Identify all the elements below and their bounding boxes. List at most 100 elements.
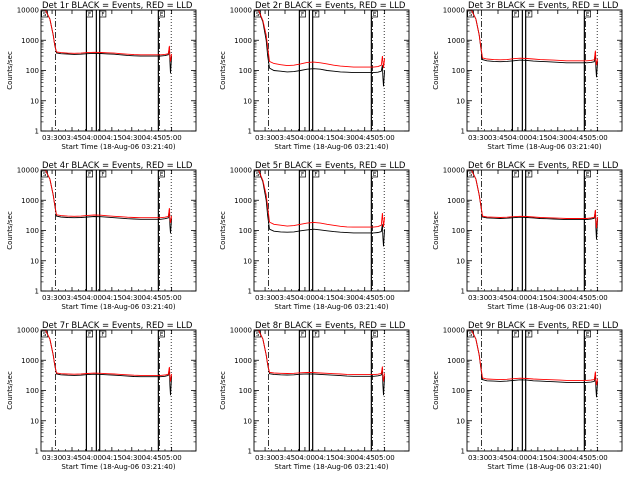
x-tick-label: 03:45 [275, 454, 295, 462]
y-tick-label: 1 [35, 448, 39, 456]
x-tick-label: 04:00 [508, 294, 528, 302]
y-tick-label: 100 [26, 227, 39, 235]
panel-title: Det 4r BLACK = Events, RED = LLD [42, 161, 193, 171]
x-tick-label: 03:45 [488, 134, 508, 142]
x-tick-label: 04:45 [142, 294, 162, 302]
x-tick-label: 04:45 [355, 294, 375, 302]
series-line-events [254, 329, 386, 396]
panel-title: Det 8r BLACK = Events, RED = LLD [255, 321, 406, 331]
x-axis-label: Start Time (18-Aug-06 03:21:40) [61, 143, 175, 151]
y-tick-label: 100 [26, 387, 39, 395]
y-tick-label: 100 [26, 67, 39, 75]
plot-frame [40, 329, 197, 452]
x-axis-label: Start Time (18-Aug-06 03:21:40) [61, 303, 175, 311]
marker-box-label: E [586, 172, 590, 178]
x-tick-label: 03:45 [488, 454, 508, 462]
x-tick-label: 04:30 [548, 134, 568, 142]
y-tick-label: 1000 [21, 37, 39, 45]
x-tick-label: 04:45 [142, 454, 162, 462]
marker-box [512, 170, 519, 178]
y-tick-label: 1000 [234, 357, 252, 365]
y-tick-label: 10 [30, 257, 39, 265]
x-tick-label: 04:15 [102, 134, 122, 142]
marker-box [99, 330, 107, 338]
y-tick-label: 100 [239, 227, 252, 235]
marker-box-label: S [43, 172, 47, 178]
x-tick-label: 04:45 [355, 134, 375, 142]
marker-box [371, 330, 378, 338]
x-tick-label: 05:00 [588, 294, 608, 302]
marker-box-label: S [469, 12, 473, 18]
x-tick-label: 03:30 [255, 294, 275, 302]
marker-box-label: F [314, 172, 317, 178]
y-tick-label: 1000 [447, 197, 465, 205]
x-tick-label: 05:00 [162, 134, 182, 142]
panel-title: Det 7r BLACK = Events, RED = LLD [42, 321, 193, 331]
y-tick-label: 100 [452, 387, 465, 395]
y-tick-label: 1 [461, 448, 465, 456]
marker-box-label: E [160, 12, 164, 18]
marker-box-label: F [88, 332, 91, 338]
marker-box-label: F [527, 332, 530, 338]
y-axis-label: Counts/sec [432, 51, 440, 90]
x-tick-label: 04:15 [528, 454, 548, 462]
y-tick-label: 1 [461, 128, 465, 136]
y-tick-label: 10 [30, 417, 39, 425]
marker-box [86, 10, 93, 18]
y-tick-label: 1000 [234, 197, 252, 205]
x-tick-label: 04:30 [548, 454, 568, 462]
y-tick-label: 10 [456, 257, 465, 265]
y-tick-label: 1 [248, 448, 252, 456]
x-tick-label: 04:45 [568, 134, 588, 142]
series-line-events [254, 9, 386, 87]
y-tick-label: 1 [248, 128, 252, 136]
x-tick-label: 04:15 [102, 294, 122, 302]
x-tick-label: 04:00 [82, 454, 102, 462]
marker-box [86, 330, 93, 338]
marker-box-label: S [469, 332, 473, 338]
panel-title: Det 9r BLACK = Events, RED = LLD [468, 321, 619, 331]
y-tick-label: 100 [239, 67, 252, 75]
y-axis-label: Counts/sec [6, 51, 14, 90]
marker-box [312, 330, 320, 338]
marker-box-label: S [256, 12, 260, 18]
x-tick-label: 04:30 [122, 454, 142, 462]
y-tick-label: 10 [243, 257, 252, 265]
x-tick-label: 04:45 [568, 454, 588, 462]
x-tick-label: 04:00 [295, 454, 315, 462]
marker-box-label: F [301, 12, 304, 18]
y-tick-label: 1000 [447, 37, 465, 45]
marker-box-label: F [301, 172, 304, 178]
y-tick-label: 10000 [230, 7, 252, 15]
plot-frame [466, 329, 623, 452]
marker-box [312, 170, 320, 178]
y-axis-label: Counts/sec [219, 51, 227, 90]
marker-box-label: E [586, 332, 590, 338]
marker-box-label: F [314, 12, 317, 18]
marker-box [299, 170, 306, 178]
x-tick-label: 03:30 [468, 134, 488, 142]
detector-panel-7: Det 7r BLACK = Events, RED = LLD Counts/s… [6, 321, 197, 471]
marker-box-label: E [373, 12, 377, 18]
plot-frame [466, 9, 623, 132]
x-tick-label: 03:30 [468, 454, 488, 462]
x-tick-label: 04:45 [142, 134, 162, 142]
y-tick-label: 10000 [230, 167, 252, 175]
detector-panel-9: Det 9r BLACK = Events, RED = LLD Counts/s… [432, 321, 623, 471]
series-line-lld [254, 169, 386, 228]
y-axis-label: Counts/sec [219, 371, 227, 410]
x-tick-label: 04:30 [335, 454, 355, 462]
plot-frame [253, 9, 410, 132]
marker-box [158, 170, 165, 178]
detector-panel-8: Det 8r BLACK = Events, RED = LLD Counts/s… [219, 321, 410, 471]
x-axis-label: Start Time (18-Aug-06 03:21:40) [487, 143, 601, 151]
panel-title: Det 3r BLACK = Events, RED = LLD [468, 1, 619, 11]
x-tick-label: 05:00 [162, 454, 182, 462]
marker-box [312, 10, 320, 18]
marker-box-label: S [256, 332, 260, 338]
x-tick-label: 03:30 [42, 454, 62, 462]
detector-panel-2: Det 2r BLACK = Events, RED = LLD Counts/s… [219, 1, 410, 151]
marker-box-label: F [101, 172, 104, 178]
panel-title: Det 5r BLACK = Events, RED = LLD [255, 161, 406, 171]
y-tick-label: 1 [461, 288, 465, 296]
